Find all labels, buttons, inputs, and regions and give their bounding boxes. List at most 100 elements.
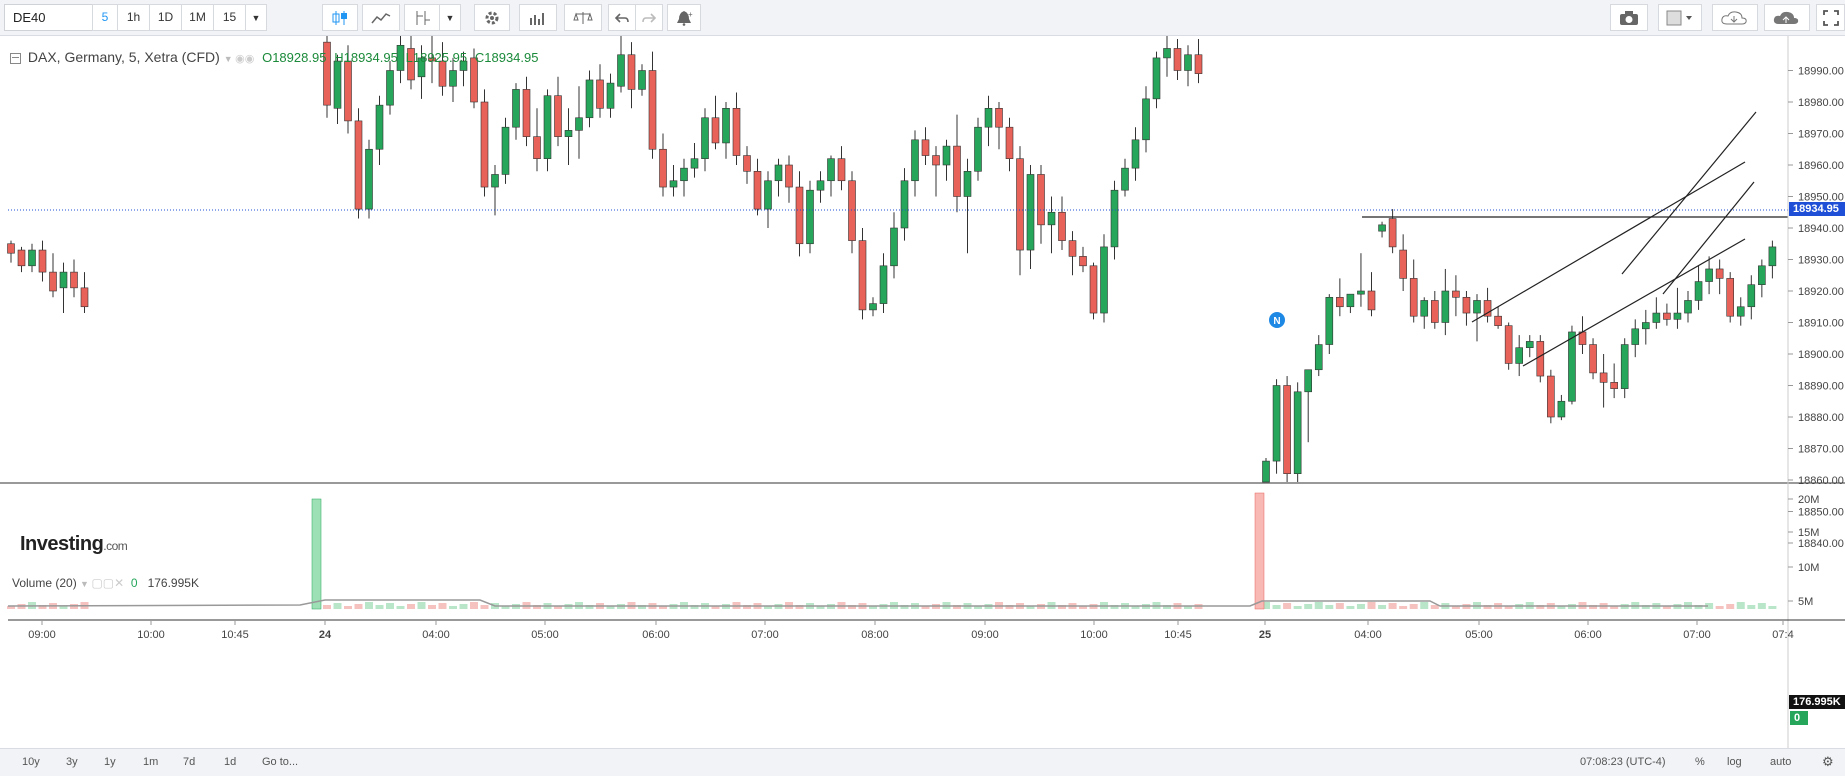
price-tick-label: 18860.00 xyxy=(1798,475,1844,487)
volume-legend[interactable]: Volume (20) ▼ ▢▢✕ 0 176.995K xyxy=(12,576,199,590)
interval-dropdown-button[interactable]: ▼ xyxy=(245,4,267,31)
candle xyxy=(743,146,751,184)
save-chart-button[interactable] xyxy=(1764,4,1810,31)
studies-button[interactable] xyxy=(519,4,557,31)
studies-icon xyxy=(530,13,544,25)
interval-1d-button[interactable]: 1D xyxy=(149,4,182,31)
candle xyxy=(711,95,720,150)
interval-15-button[interactable]: 15 xyxy=(213,4,246,31)
clock-display[interactable]: 07:08:23 (UTC-4) xyxy=(1580,756,1666,768)
candle xyxy=(1005,117,1014,172)
volume-bar xyxy=(1304,604,1313,609)
price-tick-label: 18970.00 xyxy=(1798,129,1844,141)
candle xyxy=(1684,291,1692,323)
candle xyxy=(1016,146,1024,276)
alert-button[interactable]: + xyxy=(667,4,701,31)
interval-5-button[interactable]: 5 xyxy=(92,4,118,31)
volume-legend-chevron-icon[interactable]: ▼ xyxy=(80,579,92,589)
goto-button[interactable]: Go to... xyxy=(262,756,299,768)
volume-bar xyxy=(1589,605,1598,609)
candle xyxy=(1568,325,1576,405)
load-chart-button[interactable] xyxy=(1712,4,1758,31)
trendline-drawings[interactable] xyxy=(1362,111,1788,367)
redo-button[interactable] xyxy=(635,4,663,31)
chart-area[interactable]: 18990.00 18980.00 18970.00 18960.00 18950.00… xyxy=(0,36,1845,748)
candle xyxy=(1089,262,1098,320)
legend-collapse-icon[interactable] xyxy=(10,52,21,64)
candle xyxy=(1283,376,1291,482)
candle xyxy=(80,272,89,314)
volume-bar xyxy=(1430,605,1439,609)
candle xyxy=(575,86,583,159)
volume-bar xyxy=(764,606,772,609)
news-marker[interactable]: N xyxy=(1269,312,1285,328)
investing-logo: Investing.com xyxy=(20,533,128,555)
volume-bar xyxy=(1110,605,1119,609)
volume-bar xyxy=(606,606,615,609)
candle xyxy=(722,102,730,159)
candle xyxy=(1357,253,1365,307)
range-1d[interactable]: 1d xyxy=(224,756,237,768)
candle xyxy=(1068,231,1077,276)
candle xyxy=(1589,338,1597,380)
range-7d[interactable]: 7d xyxy=(183,756,196,768)
candle xyxy=(785,155,793,203)
indicator-dropdown-button[interactable]: ▼ xyxy=(439,4,461,31)
candle xyxy=(690,142,699,178)
interval-1h-button[interactable]: 1h xyxy=(117,4,150,31)
screenshot-button[interactable] xyxy=(1610,4,1648,31)
volume-bar xyxy=(333,603,342,609)
interval-1m-button[interactable]: 1M xyxy=(181,4,214,31)
candle xyxy=(70,259,78,298)
volume-bar xyxy=(900,605,909,609)
candle xyxy=(1194,39,1203,84)
volume-bar xyxy=(974,606,982,609)
volume-settings-icon[interactable]: ▢▢✕ xyxy=(91,576,125,590)
volume-bar xyxy=(1705,603,1714,609)
volume-bar xyxy=(1184,606,1192,609)
settings-button[interactable] xyxy=(474,4,510,31)
chevron-down-icon: ▼ xyxy=(251,13,261,23)
candle xyxy=(512,83,520,140)
candle xyxy=(396,36,405,84)
log-toggle[interactable]: log xyxy=(1727,756,1742,768)
settings-icon xyxy=(485,11,499,25)
volume-zero-label: 0 xyxy=(1790,711,1808,725)
line-chart-button[interactable] xyxy=(362,4,400,31)
range-1m[interactable]: 1m xyxy=(143,756,159,768)
volume-bar xyxy=(449,606,457,609)
color-button[interactable] xyxy=(1658,4,1702,31)
fullscreen-button[interactable] xyxy=(1816,4,1845,31)
candle xyxy=(1026,165,1035,269)
time-tick-label: 10:45 xyxy=(1164,629,1192,641)
candle xyxy=(1578,316,1587,354)
range-3y[interactable]: 3y xyxy=(66,756,78,768)
candle xyxy=(606,73,615,118)
indicator-button[interactable] xyxy=(404,4,440,31)
legend-title: DAX, Germany, 5, Xetra (CFD) xyxy=(27,49,220,65)
candles-button[interactable] xyxy=(322,4,358,31)
undo-button[interactable] xyxy=(608,4,636,31)
candle xyxy=(1726,272,1734,323)
volume-bar xyxy=(921,606,930,609)
auto-toggle[interactable]: auto xyxy=(1770,756,1792,768)
legend-chevron-icon[interactable]: ▼ xyxy=(223,54,236,64)
range-1y[interactable]: 1y xyxy=(104,756,116,768)
volume-legend-value-b: 176.995K xyxy=(147,576,199,590)
main-legend[interactable]: DAX, Germany, 5, Xetra (CFD) ▼ ◉◉ O18928… xyxy=(10,49,538,65)
candle xyxy=(1610,363,1618,399)
redo-icon xyxy=(642,13,657,23)
candle xyxy=(1747,275,1756,320)
legend-eye-icon[interactable]: ◉◉ xyxy=(235,53,255,65)
chart-settings-icon[interactable]: ⚙ xyxy=(1822,754,1834,769)
percent-toggle[interactable]: % xyxy=(1695,756,1705,768)
volume-bar xyxy=(533,605,541,609)
time-tick-label: 07:00 xyxy=(751,629,779,641)
compare-button[interactable] xyxy=(564,4,602,31)
legend-high: H18934.95 xyxy=(334,50,398,65)
volume-bar xyxy=(1388,603,1397,609)
price-tick-label: 18840.00 xyxy=(1798,538,1844,550)
volume-legend-value-a: 0 xyxy=(130,576,138,590)
candle xyxy=(543,89,552,172)
range-10y[interactable]: 10y xyxy=(22,756,40,768)
